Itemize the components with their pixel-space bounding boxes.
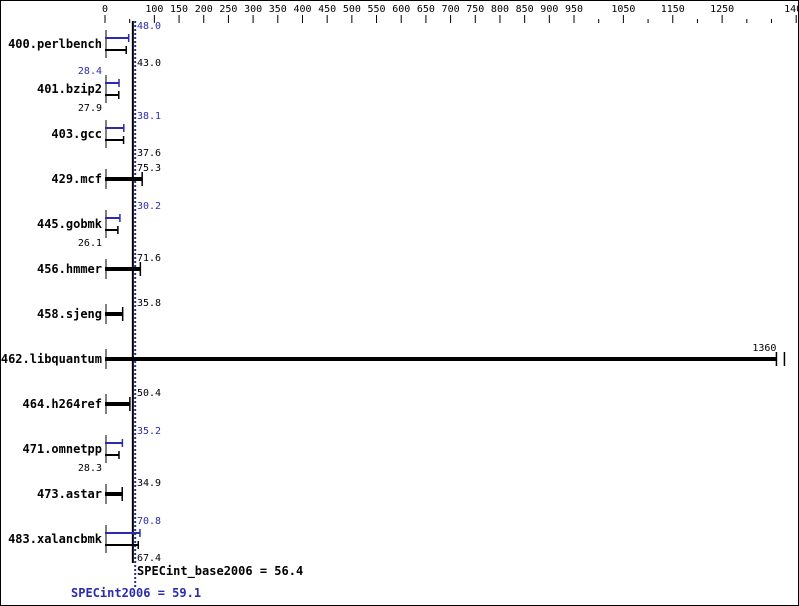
base-value-label: 43.0 <box>137 58 161 69</box>
benchmark-label: 400.perlbench <box>8 37 102 51</box>
benchmark-label: 456.hmmer <box>37 262 102 276</box>
x-tick-label: 500 <box>343 4 361 15</box>
x-tick-label: 650 <box>417 4 435 15</box>
x-tick-label: 300 <box>244 4 262 15</box>
peak-mean-label: SPECint2006 = 59.1 <box>71 586 201 600</box>
base-value-label: 71.6 <box>137 253 161 264</box>
x-tick-label: 800 <box>491 4 509 15</box>
base-value-label: 28.3 <box>78 463 102 474</box>
x-tick-label: 100 <box>145 4 163 15</box>
peak-value-label: 38.1 <box>137 111 161 122</box>
benchmark-label: 483.xalancbmk <box>8 532 103 546</box>
peak-value-label: 35.2 <box>137 426 161 437</box>
x-tick-label: 750 <box>466 4 484 15</box>
benchmark-label: 429.mcf <box>51 172 102 186</box>
base-value-label: 35.8 <box>137 298 161 309</box>
x-tick-label: 950 <box>565 4 583 15</box>
peak-value-label: 28.4 <box>78 66 102 77</box>
x-tick-label: 350 <box>269 4 287 15</box>
base-value-label: 1360 <box>752 343 776 354</box>
x-tick-label: 550 <box>368 4 386 15</box>
benchmark-label: 462.libquantum <box>1 352 102 366</box>
base-value-label: 27.9 <box>78 103 102 114</box>
x-tick-label: 900 <box>540 4 558 15</box>
x-tick-label: 150 <box>170 4 188 15</box>
benchmark-label: 471.omnetpp <box>23 442 102 456</box>
x-tick-label: 250 <box>219 4 237 15</box>
x-tick-label: 200 <box>195 4 213 15</box>
x-tick-label: 1150 <box>661 4 685 15</box>
x-tick-label: 450 <box>318 4 336 15</box>
base-value-label: 75.3 <box>137 163 161 174</box>
base-mean-label: SPECint_base2006 = 56.4 <box>137 564 303 579</box>
base-value-label: 67.4 <box>137 553 161 564</box>
benchmark-label: 458.sjeng <box>37 307 102 321</box>
benchmark-label: 403.gcc <box>51 127 102 141</box>
base-value-label: 34.9 <box>137 478 161 489</box>
benchmark-label: 473.astar <box>37 487 102 501</box>
peak-value-label: 48.0 <box>137 21 161 32</box>
x-tick-label: 700 <box>442 4 460 15</box>
x-tick-label: 1250 <box>710 4 734 15</box>
benchmark-label: 445.gobmk <box>37 217 103 231</box>
peak-value-label: 30.2 <box>137 201 161 212</box>
base-value-label: 26.1 <box>78 238 102 249</box>
base-value-label: 37.6 <box>137 148 161 159</box>
base-value-label: 50.4 <box>137 388 161 399</box>
x-tick-label: 0 <box>102 4 108 15</box>
x-tick-label: 600 <box>392 4 410 15</box>
x-tick-label: 1050 <box>611 4 635 15</box>
x-tick-label: 400 <box>293 4 311 15</box>
peak-value-label: 70.8 <box>137 516 161 527</box>
benchmark-label: 464.h264ref <box>23 397 102 411</box>
x-tick-label: 850 <box>516 4 534 15</box>
benchmark-label: 401.bzip2 <box>37 82 102 96</box>
